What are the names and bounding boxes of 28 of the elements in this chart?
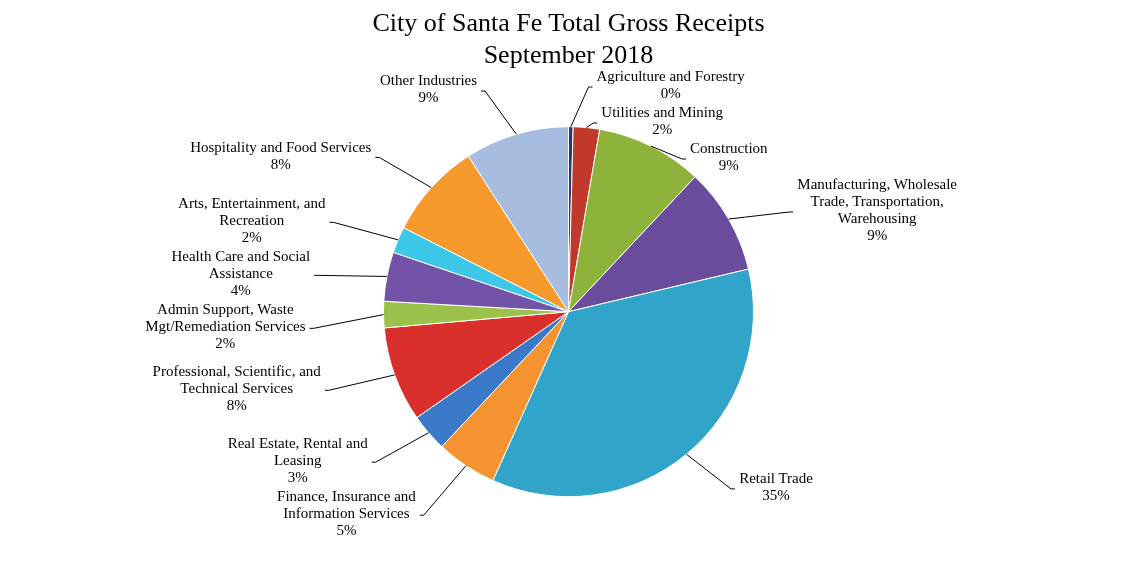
- chart-title: City of Santa Fe Total Gross Receipts: [372, 8, 765, 38]
- chart-subtitle: September 2018: [483, 39, 654, 69]
- data-label: 9%: [418, 89, 439, 106]
- slice-label: Agriculture and Forestry: [596, 68, 746, 85]
- data-label: 5%: [336, 522, 357, 539]
- data-label: 35%: [762, 487, 790, 504]
- data-label: 8%: [226, 397, 247, 414]
- data-label: 9%: [718, 157, 739, 174]
- slice-label: Construction: [690, 140, 769, 157]
- data-label: 2%: [652, 121, 673, 138]
- data-label: 9%: [867, 227, 888, 244]
- slice-label: Other Industries: [379, 72, 478, 89]
- data-label: 8%: [270, 155, 291, 172]
- slice-label: Admin Support, Waste Mgt/Remediation Services: [145, 301, 306, 335]
- slice-label: Professional, Scientific, and Technical Services: [152, 363, 322, 397]
- slice-label: Retail Trade: [739, 470, 814, 487]
- data-label: 3%: [287, 469, 308, 486]
- slice-label: Hospitality and Food Services: [190, 138, 372, 155]
- data-label: 4%: [230, 282, 251, 299]
- data-label: 0%: [660, 85, 681, 102]
- slice-label: Arts, Entertainment, and Recreation: [178, 195, 327, 229]
- slice-label: Real Estate, Rental and Leasing: [227, 435, 369, 469]
- data-label: 2%: [241, 229, 262, 246]
- slice-label: Manufacturing, Wholesale Trade, Transportation, Warehousing: [797, 176, 958, 227]
- data-label: 2%: [215, 335, 236, 352]
- slice-label: Health Care and Social Assistance: [171, 248, 311, 282]
- slice-label: Utilities and Mining: [601, 104, 724, 121]
- slice-label: Finance, Insurance and Information Services: [277, 488, 417, 522]
